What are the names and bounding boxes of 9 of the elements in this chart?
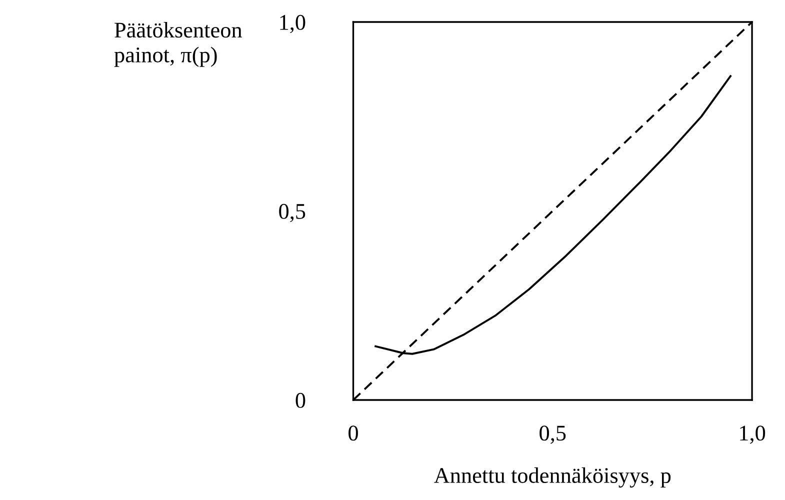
line-series — [374, 75, 732, 355]
x-axis-title: Annettu todennäköisyys, p — [434, 467, 671, 488]
x-tick-label: 0 — [348, 426, 358, 441]
y-axis-title: Päätöksenteon painot, π(p) — [114, 22, 242, 67]
x-tick-label: 0,5 — [540, 426, 566, 444]
y-tick-label: 0 — [296, 392, 306, 408]
x-tick-label: 1,0 — [740, 426, 766, 444]
y-tick-label: 1,0 — [280, 14, 306, 34]
y-tick-label: 0,5 — [279, 204, 306, 222]
